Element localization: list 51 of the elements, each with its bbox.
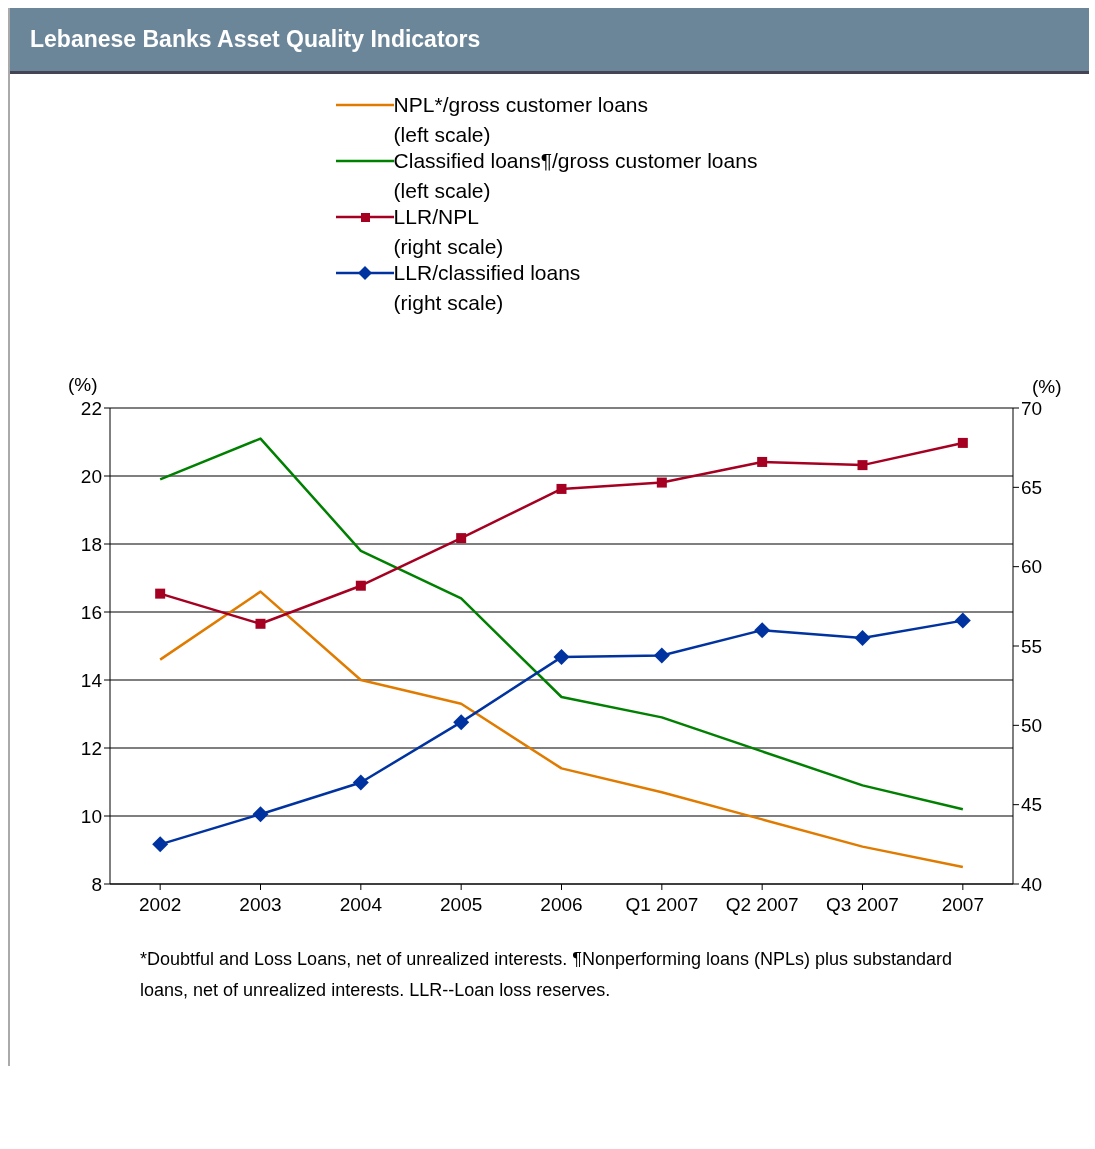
point (456, 533, 467, 544)
legend-label: Classified loans¶/gross customer loans (left scale) (393, 148, 758, 204)
y2-tick-label: 65 (1021, 477, 1043, 499)
line-series (158, 437, 965, 811)
legend-label: NPL*/gross customer loans (left scale) (393, 92, 649, 148)
point (553, 649, 570, 666)
point (355, 580, 366, 591)
y-tick-label: 8 (91, 873, 102, 895)
point (957, 437, 968, 448)
y-axis-title: (%) (68, 374, 98, 396)
x-tick-label: 2002 (139, 894, 182, 916)
y-tick-label: 14 (80, 669, 103, 691)
y2-tick-label: 55 (1021, 635, 1043, 657)
point (255, 618, 266, 629)
chart-title: Lebanese Banks Asset Quality Indicators (10, 8, 1089, 74)
y2-tick-label: 60 (1021, 556, 1043, 578)
y-tick-label: 12 (80, 737, 102, 759)
x-tick-label: Q3 2007 (826, 894, 899, 916)
y-tick-label: 22 (80, 397, 102, 419)
x-tick-label: Q1 2007 (625, 894, 699, 916)
point (155, 588, 166, 599)
y2-tick-label: 45 (1021, 794, 1043, 816)
x-tick-label: 2004 (339, 894, 383, 916)
y-tick-label: 16 (80, 601, 102, 623)
point (352, 774, 369, 791)
point (854, 630, 871, 647)
point (954, 612, 971, 629)
point (653, 647, 670, 664)
y2-tick-label: 50 (1021, 715, 1043, 737)
y2-tick-label: 70 (1021, 397, 1043, 419)
y-tick-label: 20 (80, 465, 102, 487)
legend-label: LLR/classified loans (right scale) (393, 260, 581, 316)
legend-label: LLR/NPL (right scale) (393, 204, 504, 260)
point (757, 456, 768, 467)
y2-axis-title: (%) (1032, 376, 1062, 398)
x-tick-label: 2003 (239, 894, 282, 916)
point (453, 714, 470, 731)
text: *Doubtful and Loss Loans, net of unrealized interests. ¶Nonperforming loans (NPLs) plus substandard loans, net of unrealized interests. LLR--Loan loss reserves. (140, 948, 954, 1002)
x-tick-label: 2005 (440, 894, 483, 916)
y2-tick-label: 40 (1021, 873, 1043, 895)
point (857, 460, 868, 471)
y-tick-label: 18 (80, 533, 102, 555)
x-tick-label: 2006 (540, 894, 583, 916)
point (656, 477, 667, 488)
point (252, 806, 269, 823)
y-tick-label: 10 (80, 805, 102, 827)
x-tick-label: Q2 2007 (725, 894, 799, 916)
x-tick-label: 2007 (941, 894, 984, 916)
point (754, 622, 771, 639)
point (152, 836, 169, 853)
point (556, 483, 567, 494)
